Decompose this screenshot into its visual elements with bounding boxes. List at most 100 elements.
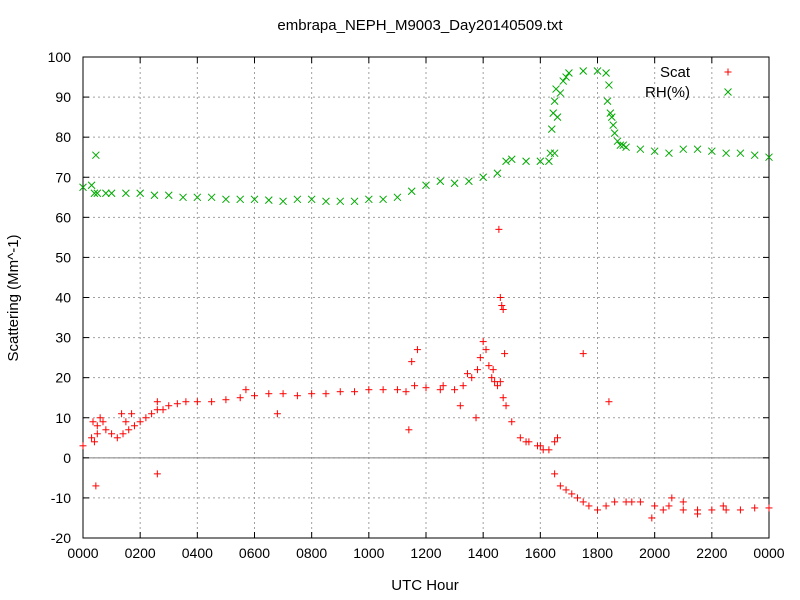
scat-point	[93, 430, 101, 438]
scat-point	[556, 482, 564, 490]
scat-point	[193, 398, 201, 406]
scat-point	[488, 374, 496, 382]
rh-point	[465, 177, 473, 186]
scat-point	[472, 414, 480, 422]
legend-symbol	[724, 88, 732, 96]
rh-point	[122, 189, 130, 198]
rh-point	[179, 193, 187, 202]
y-tick-label: -20	[51, 530, 71, 546]
y-tick-label: 80	[55, 129, 71, 145]
y-tick-label: 0	[63, 450, 71, 466]
scat-point	[479, 338, 487, 346]
scat-point	[456, 402, 464, 410]
scat-point	[96, 414, 104, 422]
scat-point	[408, 358, 416, 366]
scat-point	[422, 384, 430, 392]
x-tick-label: 1000	[353, 545, 384, 561]
scat-point	[113, 434, 121, 442]
scat-point	[708, 506, 716, 514]
scat-point	[482, 346, 490, 354]
rh-point	[279, 197, 287, 206]
rh-point	[650, 147, 659, 156]
scat-point	[89, 418, 97, 426]
scat-point	[308, 390, 316, 398]
scat-point	[93, 422, 101, 430]
y-tick-label: 10	[55, 410, 71, 426]
scat-point	[562, 486, 570, 494]
scat-point	[585, 502, 593, 510]
scat-point	[413, 346, 421, 354]
rh-point	[79, 183, 87, 192]
scat-point	[159, 406, 167, 414]
scat-point	[153, 398, 161, 406]
scat-point	[222, 396, 230, 404]
rh-point	[136, 189, 145, 198]
scat-point	[579, 350, 587, 358]
scat-point	[736, 506, 744, 514]
scat-point	[679, 506, 687, 514]
rh-point	[562, 73, 570, 81]
series-rh	[79, 67, 773, 206]
rh-point	[436, 177, 445, 186]
rh-point	[636, 145, 645, 154]
scat-point	[102, 426, 110, 434]
x-tick-label: 0800	[296, 545, 327, 561]
scat-point	[611, 498, 619, 506]
rh-point	[552, 85, 560, 93]
rh-point	[236, 195, 245, 204]
x-tick-label: 1600	[525, 545, 556, 561]
grid-lines	[83, 57, 769, 538]
rh-point	[559, 77, 568, 85]
scat-point	[279, 390, 287, 398]
scat-point	[719, 502, 727, 510]
scat-point	[536, 442, 544, 450]
rh-point	[547, 125, 556, 134]
rh-point	[102, 189, 110, 198]
scat-point	[476, 354, 484, 362]
scat-point	[659, 506, 667, 514]
scat-point	[122, 418, 130, 426]
scat-point	[553, 434, 561, 442]
scat-point	[99, 418, 107, 426]
scat-point	[265, 390, 273, 398]
scat-point	[365, 386, 373, 394]
rh-point	[407, 187, 416, 196]
scat-point	[751, 504, 759, 512]
scat-point	[501, 350, 509, 358]
rh-point	[87, 181, 96, 190]
rh-point	[107, 189, 116, 198]
scat-point	[551, 438, 559, 446]
rh-point	[579, 67, 588, 75]
y-tick-label: -10	[51, 490, 71, 506]
scat-point	[499, 306, 507, 314]
x-tick-label: 0000	[67, 545, 98, 561]
rh-point	[207, 193, 216, 202]
scat-point	[336, 388, 344, 396]
rh-point	[750, 151, 759, 160]
scat-point	[125, 426, 133, 434]
rh-point	[546, 149, 555, 158]
rh-point	[507, 155, 516, 164]
rh-point	[603, 97, 612, 105]
scat-point	[468, 374, 476, 382]
rh-point	[679, 145, 688, 154]
scat-point	[128, 410, 136, 418]
rh-point	[616, 141, 625, 150]
y-tick-label: 100	[48, 49, 72, 65]
scat-point	[153, 470, 161, 478]
data-marks	[79, 67, 773, 522]
x-tick-label: 1400	[468, 545, 499, 561]
rh-point	[364, 195, 373, 204]
rh-point	[736, 149, 745, 158]
x-tick-label: 2200	[696, 545, 727, 561]
y-axis-label: Scattering (Mm^-1)	[5, 234, 22, 361]
rh-point	[565, 69, 573, 77]
scat-point	[108, 430, 116, 438]
x-tick-label: 1200	[410, 545, 441, 561]
scat-point	[568, 490, 576, 498]
scat-point	[489, 366, 497, 374]
rh-point	[493, 169, 502, 178]
scat-point	[393, 386, 401, 394]
rh-point	[264, 196, 273, 204]
scat-point	[573, 494, 581, 502]
